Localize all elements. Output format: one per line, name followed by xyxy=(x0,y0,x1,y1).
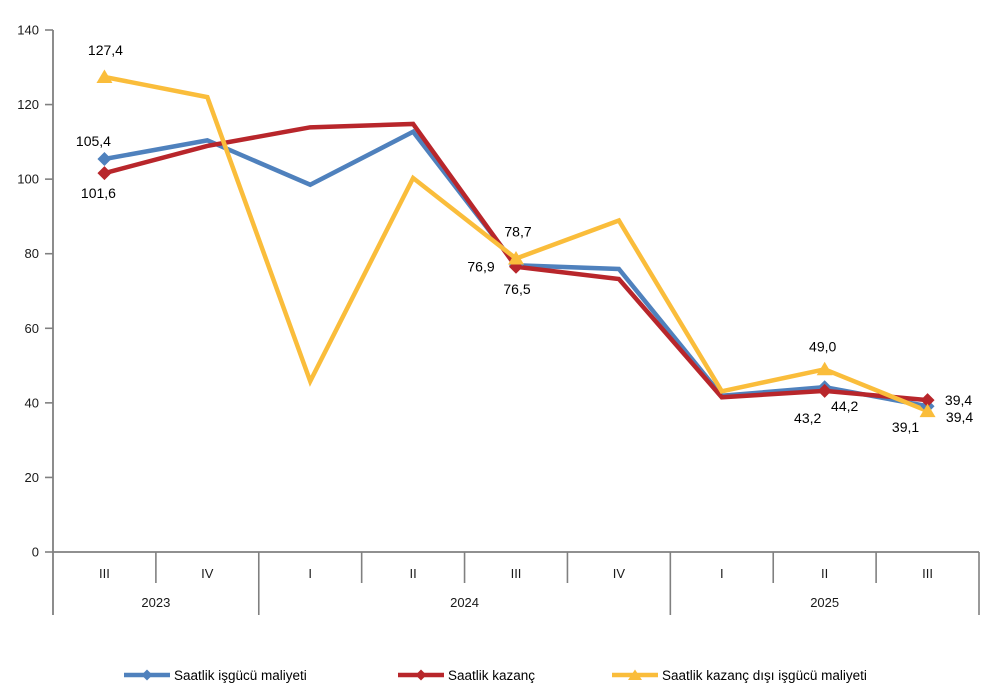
legend-marker-diamond-icon xyxy=(398,669,444,681)
legend-label: Saatlik kazanç dışı işgücü maliyeti xyxy=(662,667,867,683)
data-point-label: 39,1 xyxy=(892,419,919,435)
series-marker-diamond-icon xyxy=(97,166,112,181)
x-axis-quarter-label: III xyxy=(99,566,110,581)
legend-label: Saatlik işgücü maliyeti xyxy=(174,667,307,683)
y-axis-tick-label: 40 xyxy=(25,395,39,410)
data-point-label: 76,5 xyxy=(503,281,530,297)
x-axis-quarter-label: III xyxy=(922,566,933,581)
legend-label: Saatlik kazanç xyxy=(448,667,536,683)
x-axis-quarter-label: II xyxy=(409,566,416,581)
x-axis-year-label: 2023 xyxy=(141,595,170,610)
data-point-label: 39,4 xyxy=(946,409,973,425)
data-point-label: 44,2 xyxy=(831,398,858,414)
data-point-label: 43,2 xyxy=(794,410,821,426)
y-axis-tick-label: 60 xyxy=(25,321,39,336)
x-axis-quarter-label: III xyxy=(511,566,522,581)
data-point-label: 78,7 xyxy=(504,224,531,240)
data-point-label: 76,9 xyxy=(467,258,494,274)
y-axis-tick-label: 80 xyxy=(25,246,39,261)
series-marker-triangle-icon xyxy=(816,361,833,376)
y-axis-tick-label: 20 xyxy=(25,470,39,485)
x-axis-year-label: 2025 xyxy=(810,595,839,610)
series-marker-triangle-icon xyxy=(96,69,113,83)
y-axis-tick-label: 140 xyxy=(17,23,39,38)
legend-marker-triangle-icon xyxy=(612,669,658,680)
x-axis-quarter-label: II xyxy=(821,566,828,581)
y-axis-tick-label: 120 xyxy=(17,97,39,112)
x-axis-quarter-label: IV xyxy=(613,566,626,581)
series-marker-triangle-icon xyxy=(919,403,936,418)
data-point-label: 101,6 xyxy=(81,185,116,201)
legend-marker-diamond-icon xyxy=(124,669,170,681)
x-axis-quarter-label: I xyxy=(720,566,724,581)
data-point-label: 39,4 xyxy=(945,392,972,408)
series-marker-diamond-icon xyxy=(920,393,935,408)
data-point-label: 127,4 xyxy=(88,42,123,58)
series-marker-diamond-icon xyxy=(817,383,832,398)
legend-item-hourly-labour-cost: Saatlik işgücü maliyeti xyxy=(123,662,307,687)
y-axis-tick-label: 100 xyxy=(17,172,39,187)
legend-triangle-icon xyxy=(628,669,642,680)
series-line-2 xyxy=(104,74,929,414)
data-point-label: 105,4 xyxy=(76,133,111,149)
legend-item-hourly-non-earnings-cost: Saatlik kazanç dışı işgücü maliyeti xyxy=(611,662,867,687)
series-marker-diamond-icon xyxy=(97,152,112,167)
x-axis-year-label: 2024 xyxy=(450,595,479,610)
y-axis-tick-label: 0 xyxy=(32,545,39,560)
legend-diamond-icon xyxy=(415,669,427,681)
series-marker-triangle-icon xyxy=(508,251,524,265)
x-axis-quarter-label: I xyxy=(308,566,312,581)
legend-item-hourly-earnings: Saatlik kazanç xyxy=(397,662,535,687)
legend-diamond-icon xyxy=(141,669,153,681)
chart-legend: Saatlik işgücü maliyeti Saatlik kazanç S… xyxy=(0,662,992,687)
data-point-label: 49,0 xyxy=(809,338,836,354)
x-axis-quarter-label: IV xyxy=(201,566,214,581)
